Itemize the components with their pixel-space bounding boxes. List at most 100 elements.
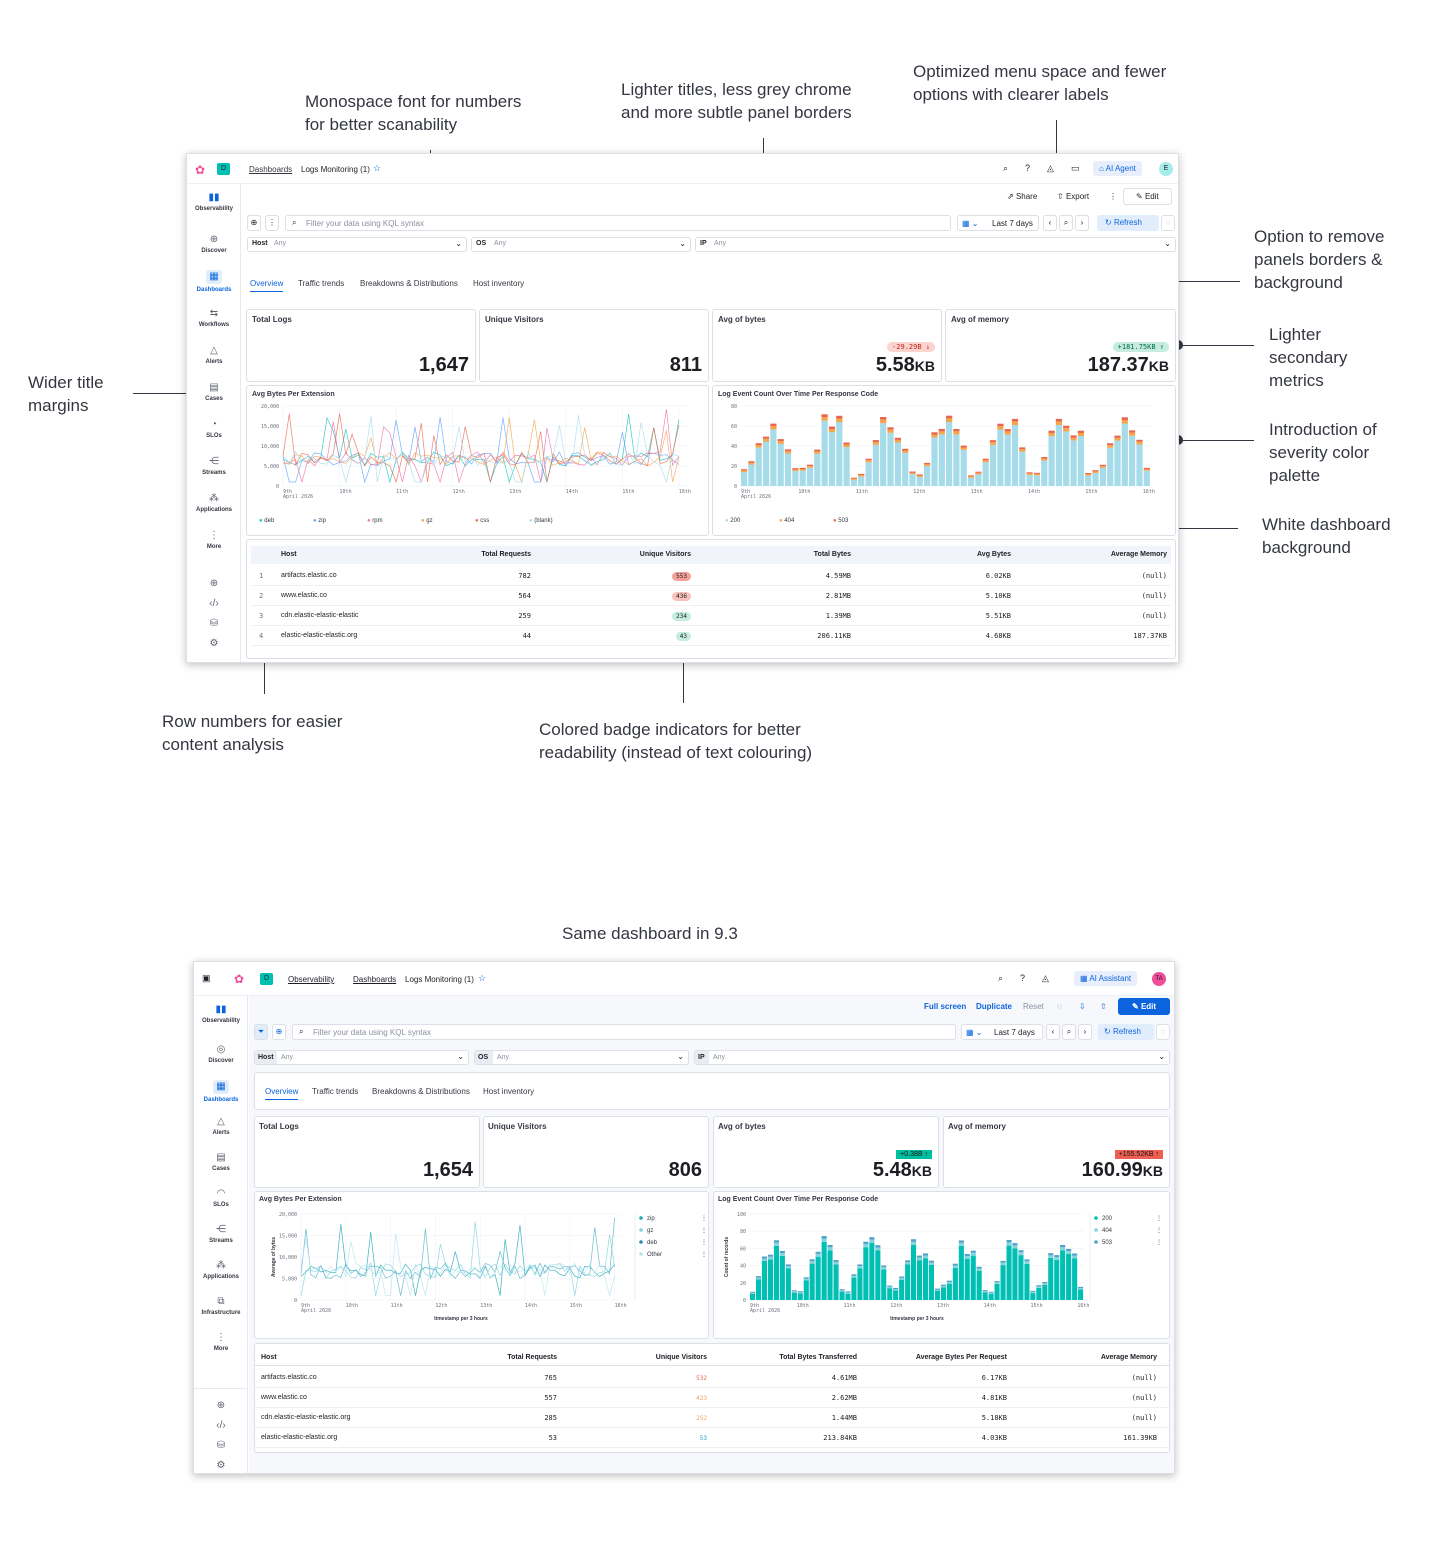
prev-range-icon[interactable]: ‹: [1043, 215, 1057, 231]
nav-infrastructure[interactable]: ⧉ Infrastructure: [194, 1296, 248, 1316]
nav-toggle-icon[interactable]: ▣: [202, 973, 211, 983]
favorite-star-icon[interactable]: ☆: [478, 973, 487, 983]
nav-discover[interactable]: ◎ Discover: [194, 1044, 248, 1064]
elastic-logo-icon[interactable]: ✿: [195, 163, 206, 177]
add-data-icon[interactable]: ⊕: [209, 578, 219, 589]
stack-management-icon[interactable]: ⛁: [209, 618, 219, 629]
add-filter-icon[interactable]: ⊕: [272, 1024, 286, 1040]
stack-management-icon[interactable]: ⛁: [216, 1440, 226, 1451]
dev-tools-icon[interactable]: ‹/›: [209, 598, 219, 609]
more-actions-icon[interactable]: ⋮: [1109, 192, 1117, 201]
control-os[interactable]: OS Any ⌄: [474, 1050, 689, 1065]
breadcrumb-observability[interactable]: Observability: [288, 975, 335, 984]
nav-cases[interactable]: ▤ Cases: [187, 382, 241, 402]
control-ip[interactable]: IP Any ⌄: [695, 237, 1176, 252]
query-menu-icon[interactable]: ⋮: [265, 215, 279, 231]
help-icon[interactable]: ?: [1020, 973, 1026, 983]
tab-breakdowns[interactable]: Breakdowns & Distributions: [372, 1087, 470, 1096]
tab-host-inventory[interactable]: Host inventory: [473, 279, 525, 288]
ai-agent-button[interactable]: ⌂ AI Agent: [1093, 161, 1142, 176]
zoom-icon[interactable]: ⌕: [1059, 215, 1073, 231]
control-os[interactable]: OS Any ⌄: [471, 237, 691, 252]
space-avatar[interactable]: D: [260, 973, 273, 985]
space-avatar[interactable]: D: [217, 163, 230, 175]
user-avatar[interactable]: E: [1159, 162, 1173, 176]
nav-discover[interactable]: ⊕ Discover: [187, 234, 241, 254]
legend-item[interactable]: ● rpm: [367, 518, 383, 524]
legend-item[interactable]: ● zip: [313, 518, 326, 524]
nav-workflows[interactable]: ⇆ Workflows: [187, 308, 241, 328]
elastic-logo-icon[interactable]: ✿: [234, 972, 245, 986]
tab-overview[interactable]: Overview: [250, 279, 284, 292]
ai-assistant-button[interactable]: ▦ AI Assistant: [1074, 971, 1138, 986]
auto-refresh-icon[interactable]: ◌: [1161, 215, 1175, 231]
zoom-icon[interactable]: ⌕: [1062, 1024, 1076, 1040]
legend-item[interactable]: ● 503: [833, 518, 849, 524]
edit-button[interactable]: ✎ Edit: [1118, 998, 1171, 1015]
full-screen-button[interactable]: Full screen: [924, 1002, 967, 1011]
tab-breakdowns[interactable]: Breakdowns & Distributions: [360, 279, 458, 288]
legend-item[interactable]: ● (blank): [529, 518, 553, 524]
dev-tools-icon[interactable]: ‹/›: [216, 1420, 226, 1431]
export-button[interactable]: ⇧ Export: [1057, 192, 1090, 201]
refresh-button[interactable]: ↻ Refresh: [1098, 1024, 1154, 1040]
legend-item[interactable]: ● deb: [259, 518, 275, 524]
tab-traffic-trends[interactable]: Traffic trends: [312, 1087, 359, 1096]
chat-icon[interactable]: ▭: [1071, 163, 1080, 173]
news-icon[interactable]: ◬: [1042, 973, 1049, 983]
breadcrumb-dashboards[interactable]: Dashboards: [353, 975, 397, 984]
settings-gear-icon[interactable]: ⚙: [209, 638, 219, 649]
add-filter-icon[interactable]: ⊕: [247, 215, 261, 231]
control-host[interactable]: Host Any ⌄: [254, 1050, 469, 1065]
nav-dashboards[interactable]: ▦ Dashboards: [196, 270, 232, 293]
refresh-small-icon[interactable]: ◌: [1057, 1002, 1062, 1011]
nav-alerts[interactable]: △ Alerts: [194, 1116, 248, 1136]
favorite-star-icon[interactable]: ☆: [373, 163, 382, 173]
nav-streams[interactable]: ⋲ Streams: [194, 1224, 248, 1244]
legend-item[interactable]: ● gz: [421, 518, 433, 524]
prev-range-icon[interactable]: ‹: [1046, 1024, 1060, 1040]
nav-more[interactable]: ⋮ More: [187, 530, 241, 550]
legend-item[interactable]: ● 404: [779, 518, 795, 524]
control-ip[interactable]: IP Any ⌄: [694, 1050, 1170, 1065]
user-avatar[interactable]: TA: [1152, 972, 1166, 986]
next-range-icon[interactable]: ›: [1075, 215, 1089, 231]
search-icon[interactable]: ⌕: [1003, 163, 1009, 173]
share-button[interactable]: ⇗ Share: [1007, 192, 1038, 201]
news-icon[interactable]: ◬: [1047, 163, 1054, 173]
nav-observability[interactable]: ▮▮ Observability: [194, 1004, 248, 1024]
share-icon[interactable]: ⇧: [1100, 1002, 1107, 1011]
nav-dashboards[interactable]: ▦ Dashboards: [203, 1080, 239, 1103]
date-picker[interactable]: ▦ ⌄ Last 7 days: [961, 1024, 1043, 1040]
breadcrumb-dashboards[interactable]: Dashboards: [249, 165, 293, 174]
add-data-icon[interactable]: ⊕: [216, 1400, 226, 1411]
tab-overview[interactable]: Overview: [265, 1087, 299, 1100]
nav-alerts[interactable]: △ Alerts: [187, 345, 241, 365]
duplicate-button[interactable]: Duplicate: [976, 1002, 1013, 1011]
nav-observability[interactable]: ▮▮ Observability: [187, 192, 241, 212]
tab-traffic-trends[interactable]: Traffic trends: [298, 279, 345, 288]
kql-search-input[interactable]: ⌕ Filter your data using KQL syntax: [292, 1024, 956, 1040]
refresh-button[interactable]: ↻ Refresh: [1097, 215, 1159, 231]
auto-refresh-icon[interactable]: ◌: [1156, 1024, 1170, 1040]
date-picker[interactable]: ▦ ⌄ Last 7 days: [957, 215, 1039, 231]
legend-item[interactable]: ● 200: [725, 518, 741, 524]
filter-icon[interactable]: ⏷: [254, 1024, 268, 1040]
nav-more[interactable]: ⋮ More: [194, 1332, 248, 1352]
tab-host-inventory[interactable]: Host inventory: [483, 1087, 535, 1096]
nav-slos[interactable]: ◠ SLOs: [194, 1188, 248, 1208]
kql-search-input[interactable]: ⌕ Filter your data using KQL syntax: [285, 215, 951, 231]
legend-item[interactable]: ● css: [475, 518, 490, 524]
nav-slos[interactable]: ◔ SLOs: [187, 419, 241, 439]
settings-gear-icon[interactable]: ⚙: [216, 1460, 226, 1471]
nav-cases[interactable]: ▤ Cases: [194, 1152, 248, 1172]
search-icon[interactable]: ⌕: [998, 973, 1004, 983]
edit-button[interactable]: ✎ Edit: [1123, 188, 1172, 205]
help-icon[interactable]: ?: [1025, 163, 1031, 173]
control-host[interactable]: Host Any ⌄: [247, 237, 467, 252]
nav-streams[interactable]: ⋲ Streams: [187, 456, 241, 476]
next-range-icon[interactable]: ›: [1078, 1024, 1092, 1040]
reset-button[interactable]: Reset: [1023, 1002, 1044, 1011]
nav-applications[interactable]: ⁂ Applications: [194, 1260, 248, 1280]
nav-applications[interactable]: ⁂ Applications: [187, 493, 241, 513]
